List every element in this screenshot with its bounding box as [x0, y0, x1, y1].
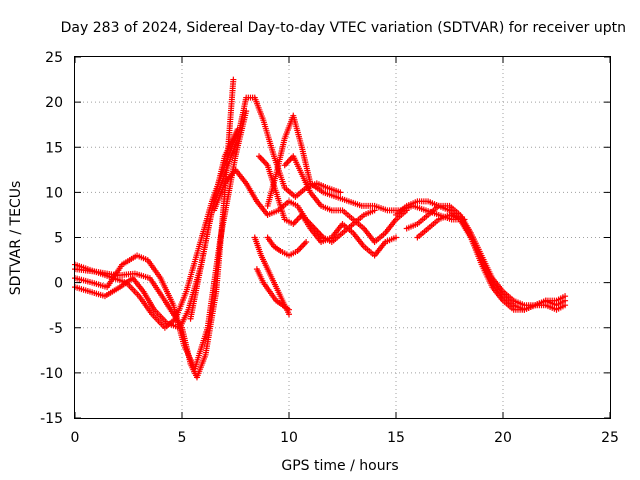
data-point: [562, 302, 569, 309]
y-tick-label: -10: [40, 366, 63, 382]
grid: [75, 57, 610, 418]
data-point: [337, 189, 344, 196]
y-tick-label: -15: [40, 411, 63, 427]
series-arc-2: [72, 108, 250, 372]
data-points: [72, 76, 569, 381]
y-tick-label: 5: [54, 231, 63, 247]
y-tick-label: 25: [45, 50, 63, 66]
y-axis-label: SDTVAR / TECUs: [8, 181, 24, 296]
y-tick-labels: -15 -10 -5 0 5 10 15 20 25: [40, 50, 63, 427]
series-arc-15: [414, 211, 569, 313]
x-tick-label: 25: [601, 430, 619, 446]
series-arc-10: [251, 234, 292, 318]
y-tick-label: -5: [49, 321, 63, 337]
x-axis-label: GPS time / hours: [281, 458, 398, 474]
plot-frame: [74, 56, 611, 419]
series-arc-14: [403, 202, 569, 309]
series-arc-8: [256, 153, 399, 259]
series-arc-5: [187, 94, 344, 322]
y-tick-label: 0: [54, 276, 63, 292]
series-arc-11: [253, 266, 292, 313]
x-tick-label: 20: [494, 430, 512, 446]
data-point: [303, 239, 310, 246]
series-arc-1: [72, 76, 237, 381]
x-tick-label: 10: [280, 430, 298, 446]
x-tick-label: 5: [178, 430, 187, 446]
series-arc-9: [281, 153, 410, 246]
data-point: [393, 234, 399, 241]
y-tick-label: 10: [45, 185, 63, 201]
x-tick-label: 15: [387, 430, 405, 446]
series-arc-12: [264, 234, 310, 259]
data-point: [230, 76, 237, 83]
data-point: [286, 306, 292, 313]
chart-title: Day 283 of 2024, Sidereal Day-to-day VTE…: [61, 20, 626, 36]
x-tick-label: 0: [71, 430, 80, 446]
x-tick-labels: 0 5 10 15 20 25: [71, 430, 619, 446]
y-tick-label: 20: [45, 95, 63, 111]
axis-ticks: [74, 56, 611, 419]
series-arc-6: [211, 166, 378, 246]
y-tick-label: 15: [45, 140, 63, 156]
